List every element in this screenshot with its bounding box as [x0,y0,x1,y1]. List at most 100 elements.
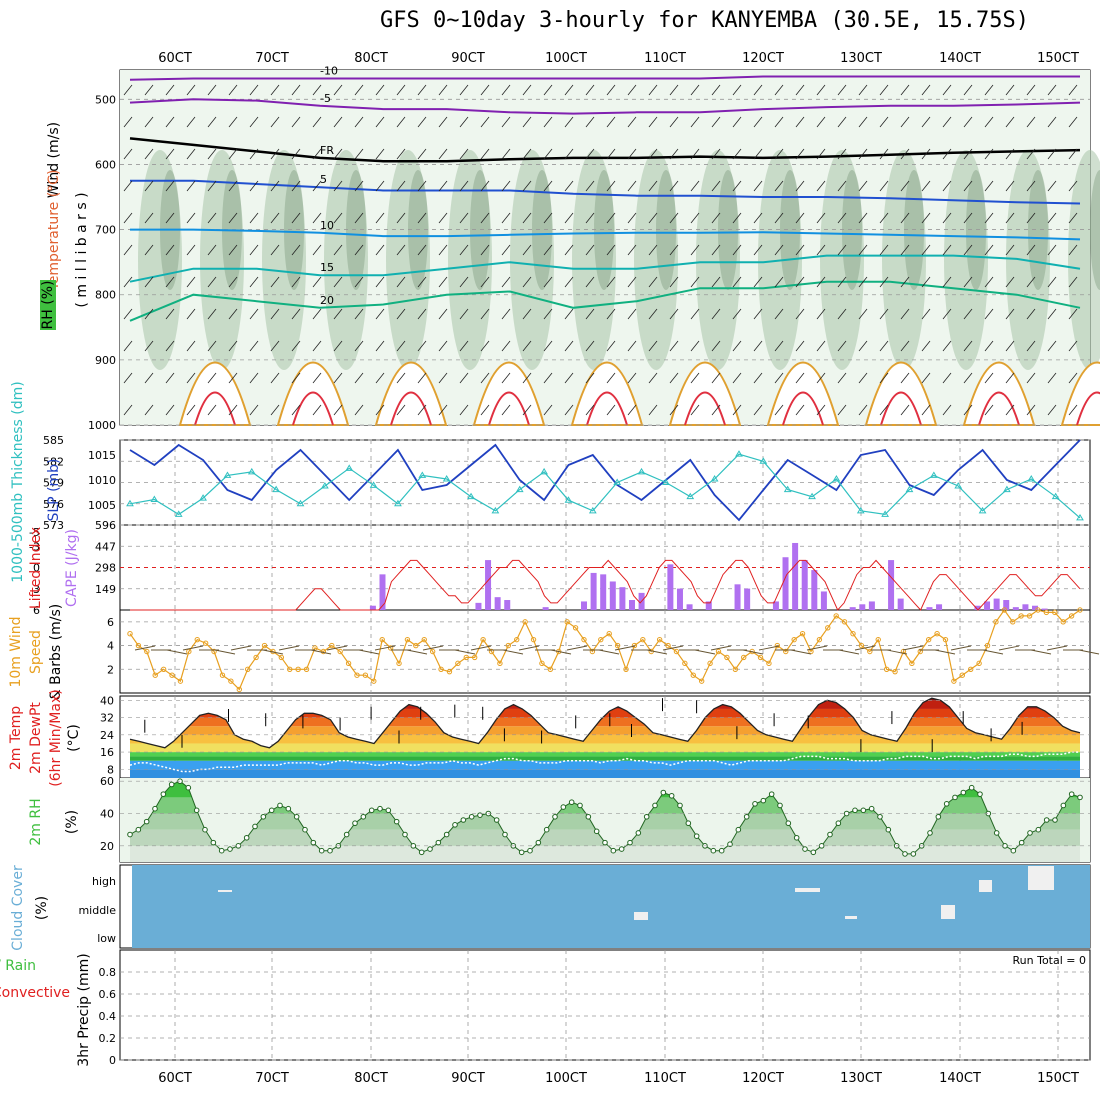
wind-barb [879,404,889,416]
thickness-marker [1051,492,1060,500]
rh-axis-label: RH (%) [40,281,56,330]
cape-bar [705,601,712,610]
temp-axis-label-1: 2m Temp [8,706,24,770]
thickness-marker [296,499,305,507]
rh-tick: 40 [100,808,114,821]
wind-barb [165,84,175,96]
rh-marker [260,813,267,820]
wind-barb [123,308,133,320]
rh-cloud-blob [594,170,614,290]
wind-speed-marker [488,648,495,655]
wind-barb [480,404,490,416]
wind-barb [732,372,742,384]
top-date-label: 80CT [354,51,388,66]
wind-barb [879,180,889,192]
wind-speed-marker [1010,619,1016,625]
wind-speed-marker [539,660,545,667]
wind-barb [249,116,259,128]
wind-barb [123,148,133,160]
wind-barb [249,212,259,224]
wind-barb [501,244,511,256]
cloud-axis-label: Cloud Cover [10,865,26,951]
wind-barb [984,404,994,416]
wind-barb [774,180,784,192]
cape-bar [868,601,875,610]
rh-marker [627,839,633,846]
wind-barb [648,180,658,192]
thickness-marker [174,510,183,517]
surface-wind-barb [1078,649,1100,655]
wind-barb [165,244,175,256]
wind-barb [354,404,364,416]
top-date-label: 70CT [255,51,289,66]
rh-marker [852,807,858,814]
rh-marker [793,834,800,841]
temp-tick: 8 [107,763,114,776]
wind-barb [1026,404,1036,416]
wind-barb [732,276,742,288]
clear-sky-gap [1028,866,1054,890]
surface-wind-barb [710,645,732,651]
wind-barb [585,180,595,192]
wind-barb [795,212,805,224]
wind-barb [606,340,616,352]
rh-marker [1027,830,1033,836]
wind-barb [900,372,910,384]
wind-barb [459,84,469,96]
thickness-marker [686,492,695,500]
temp-line [129,697,1081,749]
rh-cloud-blob [780,170,800,290]
cape-tick: 298 [95,562,116,575]
wind-barb [270,84,280,96]
rh-marker [210,839,217,846]
wind-barb [711,372,721,384]
wind-barb [1005,276,1015,288]
wind-barb [732,84,742,96]
surface-wind-barb [182,645,204,651]
wind-barb [753,244,763,256]
rh-marker [552,813,558,820]
warm-pocket [668,361,742,426]
warm-pocket [1060,361,1100,426]
wind-speed-marker [1001,607,1008,613]
wind-barb [795,116,805,128]
wind-barb [900,148,910,160]
wind-barb [123,84,133,96]
wind-barb [459,404,469,416]
wind-barb [480,84,490,96]
rh-cloud-blob [408,170,428,290]
wind-barb [207,404,217,416]
wind-barb [375,404,385,416]
wind-barb [522,148,532,160]
hot-pocket [880,391,922,426]
surface-wind-barb [326,645,348,651]
wind-speed-marker [362,672,369,678]
rh-marker [752,801,758,807]
temp-band [130,756,1080,761]
wind-barb [753,212,763,224]
wind-barb [627,372,637,384]
wind-speed-marker [682,660,688,667]
wind-speed-marker [892,668,898,675]
wind-barb [228,180,238,192]
wind-barb [837,404,847,416]
rh-marker [235,843,242,849]
surface-wind-barb [598,649,620,655]
wind-barb [1068,276,1078,288]
thickness-marker [394,499,402,507]
wind-speed-marker [564,619,570,625]
wind-barb [1068,148,1078,160]
wind-barb [585,404,595,416]
wind-barb [144,372,154,384]
wind-speed-marker [589,648,596,655]
wind-speed-marker [379,636,385,643]
wind-barb [375,244,385,256]
wind-barb [732,148,742,160]
surface-wind-barb [950,645,972,651]
wind-barb [795,308,805,320]
wind-tick: 2 [107,663,114,676]
wind-speed-marker [278,654,285,661]
bottom-date-label: 70CT [255,1071,289,1086]
rh-marker [735,826,742,833]
